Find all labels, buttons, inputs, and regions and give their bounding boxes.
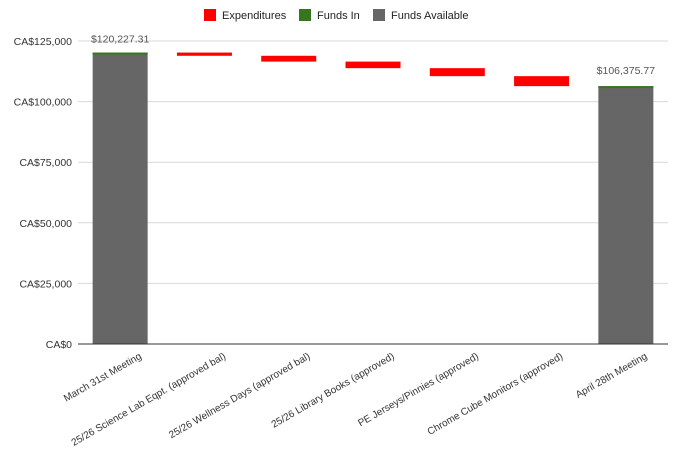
y-axis: CA$0 CA$25,000 CA$50,000 CA$75,000 CA$10… — [14, 36, 73, 351]
y-tick-label: CA$50,000 — [19, 218, 72, 230]
bar-funds-in-cap — [598, 86, 654, 89]
legend-label-funds-in: Funds In — [317, 10, 360, 22]
legend-label-funds-available: Funds Available — [391, 10, 468, 22]
y-tick-label: CA$100,000 — [14, 97, 73, 109]
x-tick-label: 25/26 Wellness Days (approved bal) — [167, 351, 312, 441]
y-tick-label: CA$0 — [46, 339, 72, 351]
bar-expenditure — [514, 76, 570, 87]
y-tick-label: CA$125,000 — [14, 36, 73, 48]
legend-swatch-funds-in — [299, 9, 311, 21]
bar-expenditure — [176, 52, 232, 56]
bars — [92, 52, 654, 344]
gridlines — [78, 40, 668, 284]
legend: Expenditures Funds In Funds Available — [204, 9, 468, 22]
bar-expenditure — [345, 61, 401, 69]
legend-swatch-funds-available — [373, 9, 385, 21]
bar-expenditure — [429, 68, 485, 77]
y-tick-label: CA$75,000 — [19, 157, 72, 169]
bar-funds-available — [92, 52, 148, 344]
y-tick-label: CA$25,000 — [19, 278, 72, 290]
legend-swatch-expenditures — [204, 9, 216, 21]
legend-label-expenditures: Expenditures — [222, 10, 287, 22]
x-tick-label: 25/26 Science Lab Eqpt. (approved bal) — [70, 351, 228, 449]
data-label-april-total: $106,375.77 — [597, 65, 656, 77]
bar-expenditure — [261, 55, 317, 62]
x-axis: March 31st Meeting 25/26 Science Lab Eqp… — [62, 351, 649, 449]
x-tick-label: April 28th Meeting — [574, 351, 649, 401]
bar-funds-available — [598, 86, 654, 344]
data-label-march-total: $120,227.31 — [91, 34, 150, 46]
x-tick-label: March 31st Meeting — [62, 351, 144, 404]
data-labels: $120,227.31 $106,375.77 — [91, 34, 655, 78]
bar-funds-in-cap — [92, 52, 148, 55]
x-tick-label: Chrome Cube Monitors (approved) — [426, 351, 565, 438]
